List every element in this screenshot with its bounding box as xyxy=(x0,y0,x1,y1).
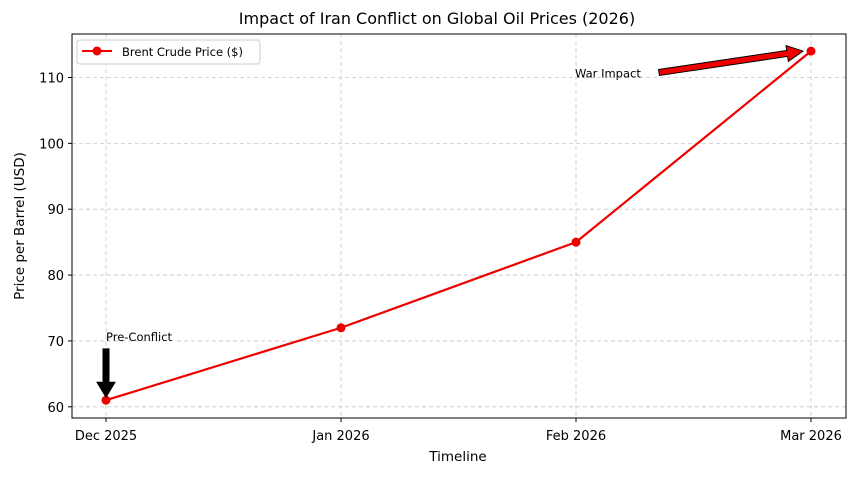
pre-conflict-arrow xyxy=(96,348,116,399)
y-tick-label: 80 xyxy=(47,269,64,284)
y-tick-label: 60 xyxy=(47,401,64,416)
y-tick-label: 90 xyxy=(47,203,64,218)
legend: Brent Crude Price ($) xyxy=(76,39,261,65)
plot-frame xyxy=(71,33,847,419)
x-axis-label: Timeline xyxy=(428,449,486,465)
x-tick-label: Mar 2026 xyxy=(780,429,842,444)
y-tick-label: 100 xyxy=(39,137,64,152)
annotation-pre-conflict: Pre-Conflict xyxy=(106,330,173,344)
war-impact-arrow-shape xyxy=(657,44,805,77)
annotation-war-impact: War Impact xyxy=(575,66,641,80)
data-point xyxy=(571,237,581,247)
data-point xyxy=(336,323,346,333)
x-tick-label: Dec 2025 xyxy=(75,429,137,444)
war-impact-arrow xyxy=(657,44,805,77)
legend-marker xyxy=(92,46,102,56)
y-tick-label: 70 xyxy=(47,335,64,350)
y-axis-label: Price per Barrel (USD) xyxy=(12,152,28,300)
data-point xyxy=(806,46,816,56)
legend-label: Brent Crude Price ($) xyxy=(122,45,243,59)
y-tick-label: 110 xyxy=(39,71,64,86)
x-tick-label: Feb 2026 xyxy=(546,429,606,444)
chart-title: Impact of Iran Conflict on Global Oil Pr… xyxy=(239,9,635,28)
series-line xyxy=(105,50,812,402)
x-tick-label: Jan 2026 xyxy=(311,429,369,444)
data-point xyxy=(101,395,111,405)
